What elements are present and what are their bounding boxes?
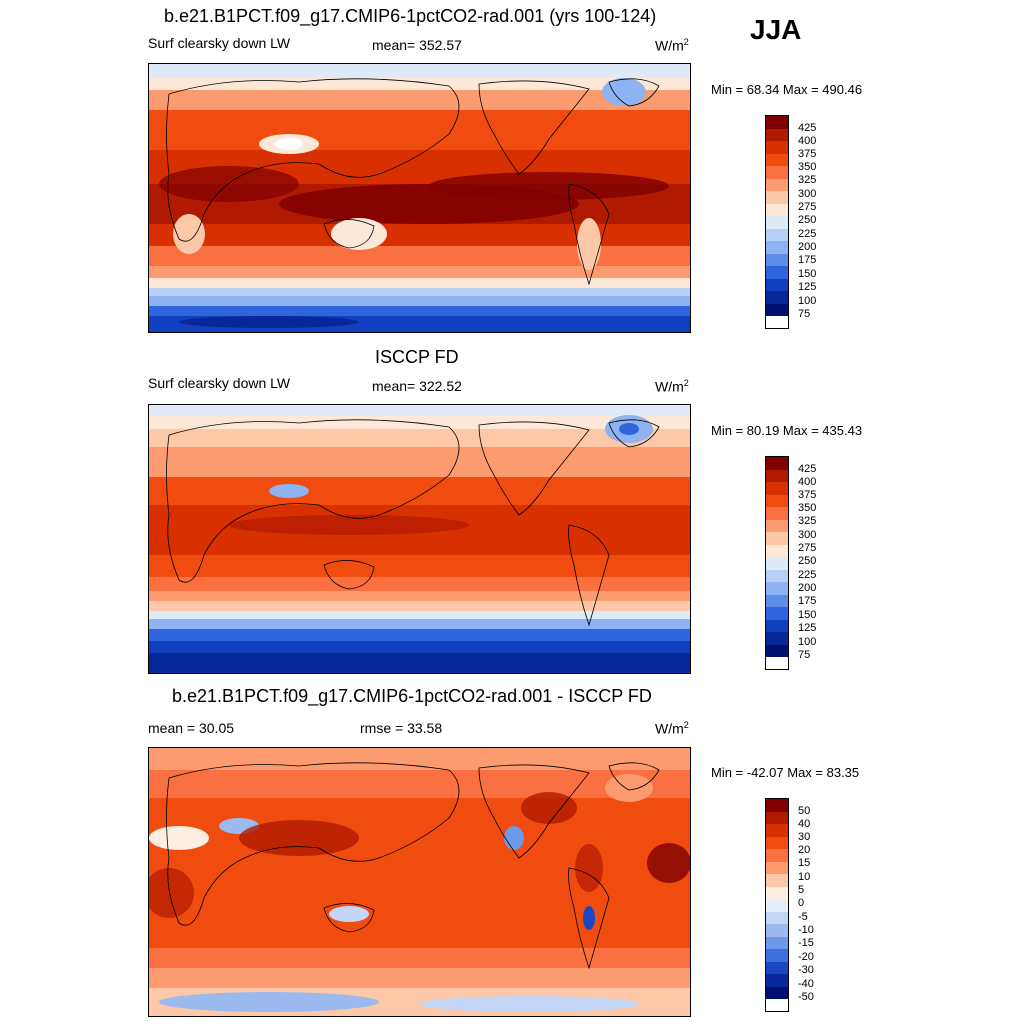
panel1-tick: 100 bbox=[798, 295, 817, 307]
panel2-tick: 400 bbox=[798, 476, 817, 488]
panel3-minmax-label: Min = -42.07 Max = 83.35 bbox=[711, 765, 860, 780]
panel2-map bbox=[148, 404, 691, 674]
panel1-tick: 225 bbox=[798, 228, 817, 240]
panel2-tick: 175 bbox=[798, 595, 817, 607]
panel3-tick: 0 bbox=[798, 897, 805, 909]
panel3-tick: -40 bbox=[798, 978, 814, 990]
panel2-minmax-label: Min = 80.19 Max = 435.43 bbox=[711, 423, 863, 438]
panel2-tick: 200 bbox=[798, 582, 817, 594]
panel3-rmse-label: rmse = 33.58 bbox=[360, 720, 443, 736]
panel2-units-label: W/m2 bbox=[655, 378, 689, 395]
panel3-tick: 50 bbox=[798, 805, 811, 817]
panel1-tick: 425 bbox=[798, 122, 817, 134]
panel1-units-label: W/m2 bbox=[655, 37, 689, 54]
panel1-tick: 125 bbox=[798, 281, 817, 293]
panel1-tick: 175 bbox=[798, 254, 817, 266]
panel1-map bbox=[148, 63, 691, 333]
panel1-title: b.e21.B1PCT.f09_g17.CMIP6-1pctCO2-rad.00… bbox=[164, 6, 657, 26]
panel1-tick: 200 bbox=[798, 241, 817, 253]
panel2-tick: 325 bbox=[798, 515, 817, 527]
panel2-variable-label: Surf clearsky down LW bbox=[148, 375, 291, 391]
panel1-tick: 375 bbox=[798, 148, 817, 160]
panel1-tick: 325 bbox=[798, 174, 817, 186]
panel3-tick: 5 bbox=[798, 884, 805, 896]
panel2-tick: 225 bbox=[798, 569, 817, 581]
panel3-units-label: W/m2 bbox=[655, 720, 689, 737]
panel3-tick: 40 bbox=[798, 818, 811, 830]
panel1-tick: 275 bbox=[798, 201, 817, 213]
panel1-tick: 75 bbox=[798, 308, 811, 320]
panel2-mean-label: mean= 322.52 bbox=[372, 378, 462, 394]
panel3-title: b.e21.B1PCT.f09_g17.CMIP6-1pctCO2-rad.00… bbox=[172, 686, 652, 706]
panel1-minmax-label: Min = 68.34 Max = 490.46 bbox=[711, 82, 863, 97]
panel1-tick: 250 bbox=[798, 214, 817, 226]
panel3-tick: 30 bbox=[798, 831, 811, 843]
panel2-title: ISCCP FD bbox=[375, 347, 459, 367]
panel2-colorbar bbox=[765, 456, 789, 670]
panel3-mean-label: mean = 30.05 bbox=[148, 720, 235, 736]
panel3-tick: -30 bbox=[798, 964, 814, 976]
panel3-tick: 15 bbox=[798, 857, 811, 869]
panel2-tick: 425 bbox=[798, 463, 817, 475]
panel1-variable-label: Surf clearsky down LW bbox=[148, 35, 291, 51]
panel2-tick: 75 bbox=[798, 649, 811, 661]
panel3-tick: 20 bbox=[798, 844, 811, 856]
panel3-tick: -5 bbox=[798, 911, 808, 923]
panel1-tick: 400 bbox=[798, 135, 817, 147]
panel3-tick: -50 bbox=[798, 991, 814, 1003]
panel1-mean-label: mean= 352.57 bbox=[372, 37, 462, 53]
panel3-tick: -15 bbox=[798, 937, 814, 949]
panel2-tick: 150 bbox=[798, 609, 817, 621]
panel2-tick: 125 bbox=[798, 622, 817, 634]
panel1-tick: 300 bbox=[798, 188, 817, 200]
panel1-colorbar bbox=[765, 115, 789, 329]
panel2-tick: 300 bbox=[798, 529, 817, 541]
panel3-map bbox=[148, 747, 691, 1017]
panel3-colorbar bbox=[765, 798, 789, 1012]
panel2-tick: 275 bbox=[798, 542, 817, 554]
panel2-tick: 350 bbox=[798, 502, 817, 514]
season-label: JJA bbox=[750, 14, 802, 45]
panel3-tick: -20 bbox=[798, 951, 814, 963]
panel1-tick: 350 bbox=[798, 161, 817, 173]
panel3-tick: 10 bbox=[798, 871, 811, 883]
panel2-tick: 100 bbox=[798, 636, 817, 648]
panel3-tick: -10 bbox=[798, 924, 814, 936]
panel2-tick: 250 bbox=[798, 555, 817, 567]
panel1-tick: 150 bbox=[798, 268, 817, 280]
panel2-tick: 375 bbox=[798, 489, 817, 501]
